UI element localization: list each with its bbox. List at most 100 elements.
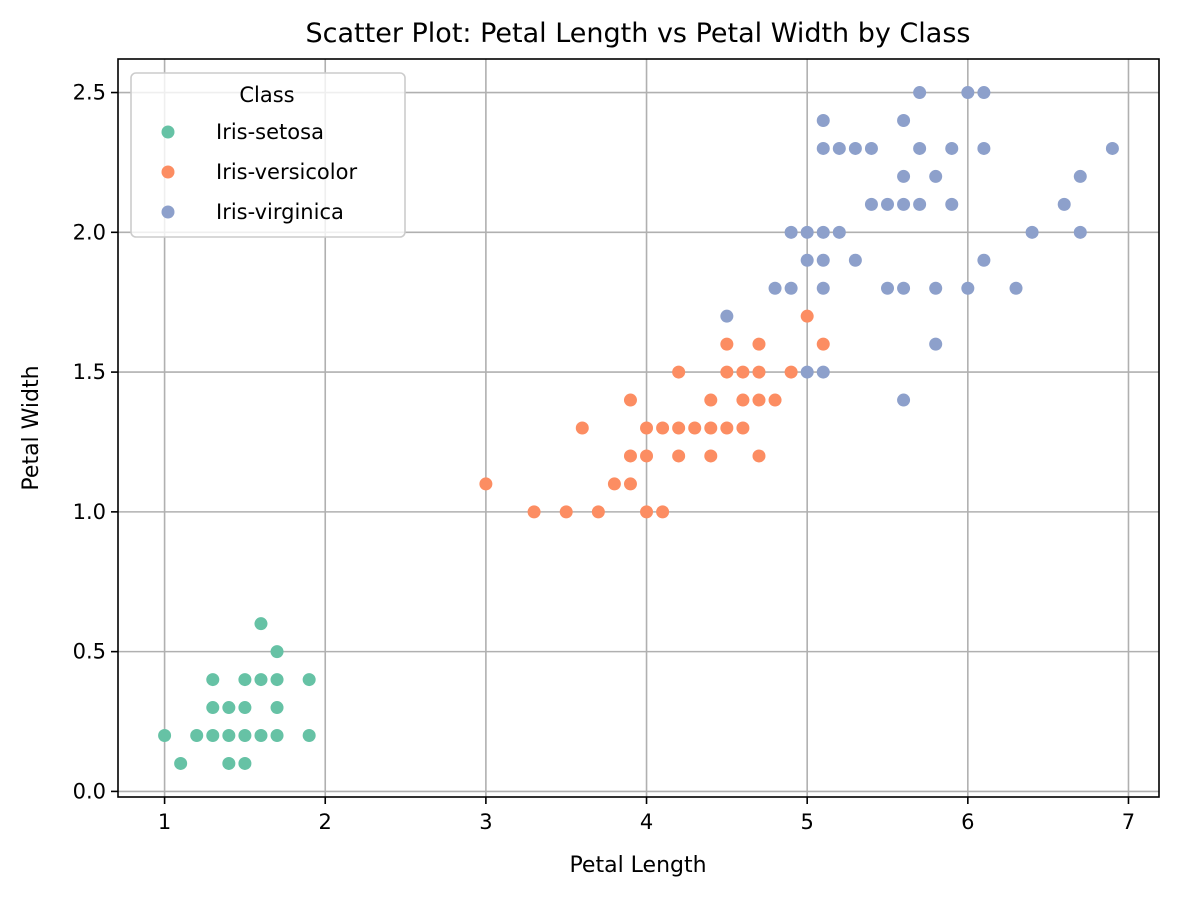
point-iris-virginica [1073, 169, 1087, 183]
point-iris-versicolor [656, 421, 670, 435]
point-iris-versicolor [640, 421, 654, 435]
point-iris-setosa [190, 729, 204, 742]
point-iris-setosa [206, 673, 220, 687]
legend-label: Iris-setosa [216, 120, 324, 144]
point-iris-virginica [881, 197, 895, 211]
point-iris-virginica [832, 141, 846, 155]
point-iris-virginica [945, 197, 959, 211]
point-iris-versicolor [640, 449, 654, 463]
point-iris-versicolor [672, 421, 686, 435]
legend-marker [161, 125, 175, 139]
point-iris-versicolor [656, 505, 670, 519]
point-iris-versicolor [623, 477, 637, 491]
point-iris-virginica [768, 281, 782, 295]
point-iris-virginica [816, 141, 830, 155]
point-iris-virginica [881, 281, 895, 295]
point-iris-setosa [222, 701, 236, 715]
point-iris-virginica [816, 365, 830, 379]
y-tick-label: 0.0 [73, 779, 106, 803]
point-iris-versicolor [688, 421, 702, 435]
x-tick-label: 4 [640, 810, 653, 834]
point-iris-virginica [848, 141, 862, 155]
point-iris-virginica [961, 281, 975, 295]
point-iris-virginica [929, 169, 943, 183]
x-tick-label: 2 [319, 810, 332, 834]
x-tick-label: 5 [800, 810, 813, 834]
point-iris-virginica [832, 225, 846, 239]
legend-title: Class [239, 83, 294, 107]
point-iris-setosa [270, 645, 284, 659]
point-iris-virginica [816, 114, 830, 127]
x-axis-label: Petal Length [569, 853, 706, 878]
point-iris-virginica [1009, 281, 1023, 295]
point-iris-versicolor [623, 449, 637, 463]
point-iris-versicolor [559, 505, 573, 519]
point-iris-versicolor [623, 393, 637, 407]
point-iris-virginica [816, 253, 830, 267]
point-iris-virginica [929, 337, 943, 351]
point-iris-virginica [1073, 225, 1087, 239]
point-iris-setosa [254, 673, 268, 687]
point-iris-virginica [800, 225, 814, 239]
legend-marker [161, 205, 175, 219]
point-iris-setosa [254, 617, 268, 631]
point-iris-versicolor [672, 365, 686, 379]
point-iris-virginica [800, 253, 814, 267]
point-iris-virginica [1105, 141, 1119, 155]
point-iris-versicolor [736, 421, 750, 435]
point-iris-setosa [270, 729, 284, 742]
point-iris-virginica [913, 141, 927, 155]
point-iris-virginica [897, 197, 911, 211]
legend-box [130, 72, 406, 238]
point-iris-virginica [913, 86, 927, 100]
point-iris-versicolor [720, 337, 734, 351]
x-tick-label: 1 [158, 810, 171, 834]
point-iris-versicolor [704, 449, 718, 463]
point-iris-versicolor [672, 449, 686, 463]
point-iris-setosa [238, 701, 252, 715]
point-iris-setosa [270, 701, 284, 715]
y-tick-label: 1.0 [73, 500, 106, 524]
ticks-layer: 1 2 3 4 5 6 7 0.0 0.5 1.0 1.5 2.0 2.5 [73, 81, 1136, 834]
point-iris-virginica [784, 281, 798, 295]
point-iris-virginica [897, 169, 911, 183]
point-iris-versicolor [479, 477, 493, 491]
chart-title: Scatter Plot: Petal Length vs Petal Widt… [306, 18, 971, 49]
point-iris-virginica [897, 281, 911, 295]
point-iris-versicolor [784, 365, 798, 379]
y-tick-label: 1.5 [73, 360, 106, 384]
point-iris-versicolor [736, 365, 750, 379]
point-iris-versicolor [575, 421, 589, 435]
point-iris-virginica [848, 253, 862, 267]
point-iris-versicolor [736, 393, 750, 407]
point-iris-versicolor [607, 477, 621, 491]
point-iris-setosa [222, 729, 236, 742]
y-tick-label: 2.5 [73, 81, 106, 105]
point-iris-virginica [977, 86, 991, 100]
point-iris-setosa [238, 756, 252, 770]
x-tick-label: 7 [1122, 810, 1135, 834]
point-iris-versicolor [752, 365, 766, 379]
point-iris-setosa [206, 729, 220, 742]
point-iris-versicolor [752, 393, 766, 407]
point-iris-virginica [961, 86, 975, 100]
point-iris-versicolor [527, 505, 541, 519]
point-iris-setosa [222, 756, 236, 770]
y-tick-label: 0.5 [73, 640, 106, 664]
points-layer [158, 86, 1119, 770]
point-iris-virginica [720, 309, 734, 323]
point-iris-setosa [254, 729, 268, 742]
point-iris-versicolor [720, 421, 734, 435]
point-iris-versicolor [816, 337, 830, 351]
point-iris-setosa [174, 756, 188, 770]
legend-label: Iris-versicolor [216, 160, 357, 184]
point-iris-setosa [238, 729, 252, 742]
grid-layer [118, 59, 1159, 797]
point-iris-virginica [897, 114, 911, 127]
point-iris-setosa [238, 673, 252, 687]
point-iris-virginica [945, 141, 959, 155]
point-iris-versicolor [752, 337, 766, 351]
point-iris-versicolor [752, 449, 766, 463]
